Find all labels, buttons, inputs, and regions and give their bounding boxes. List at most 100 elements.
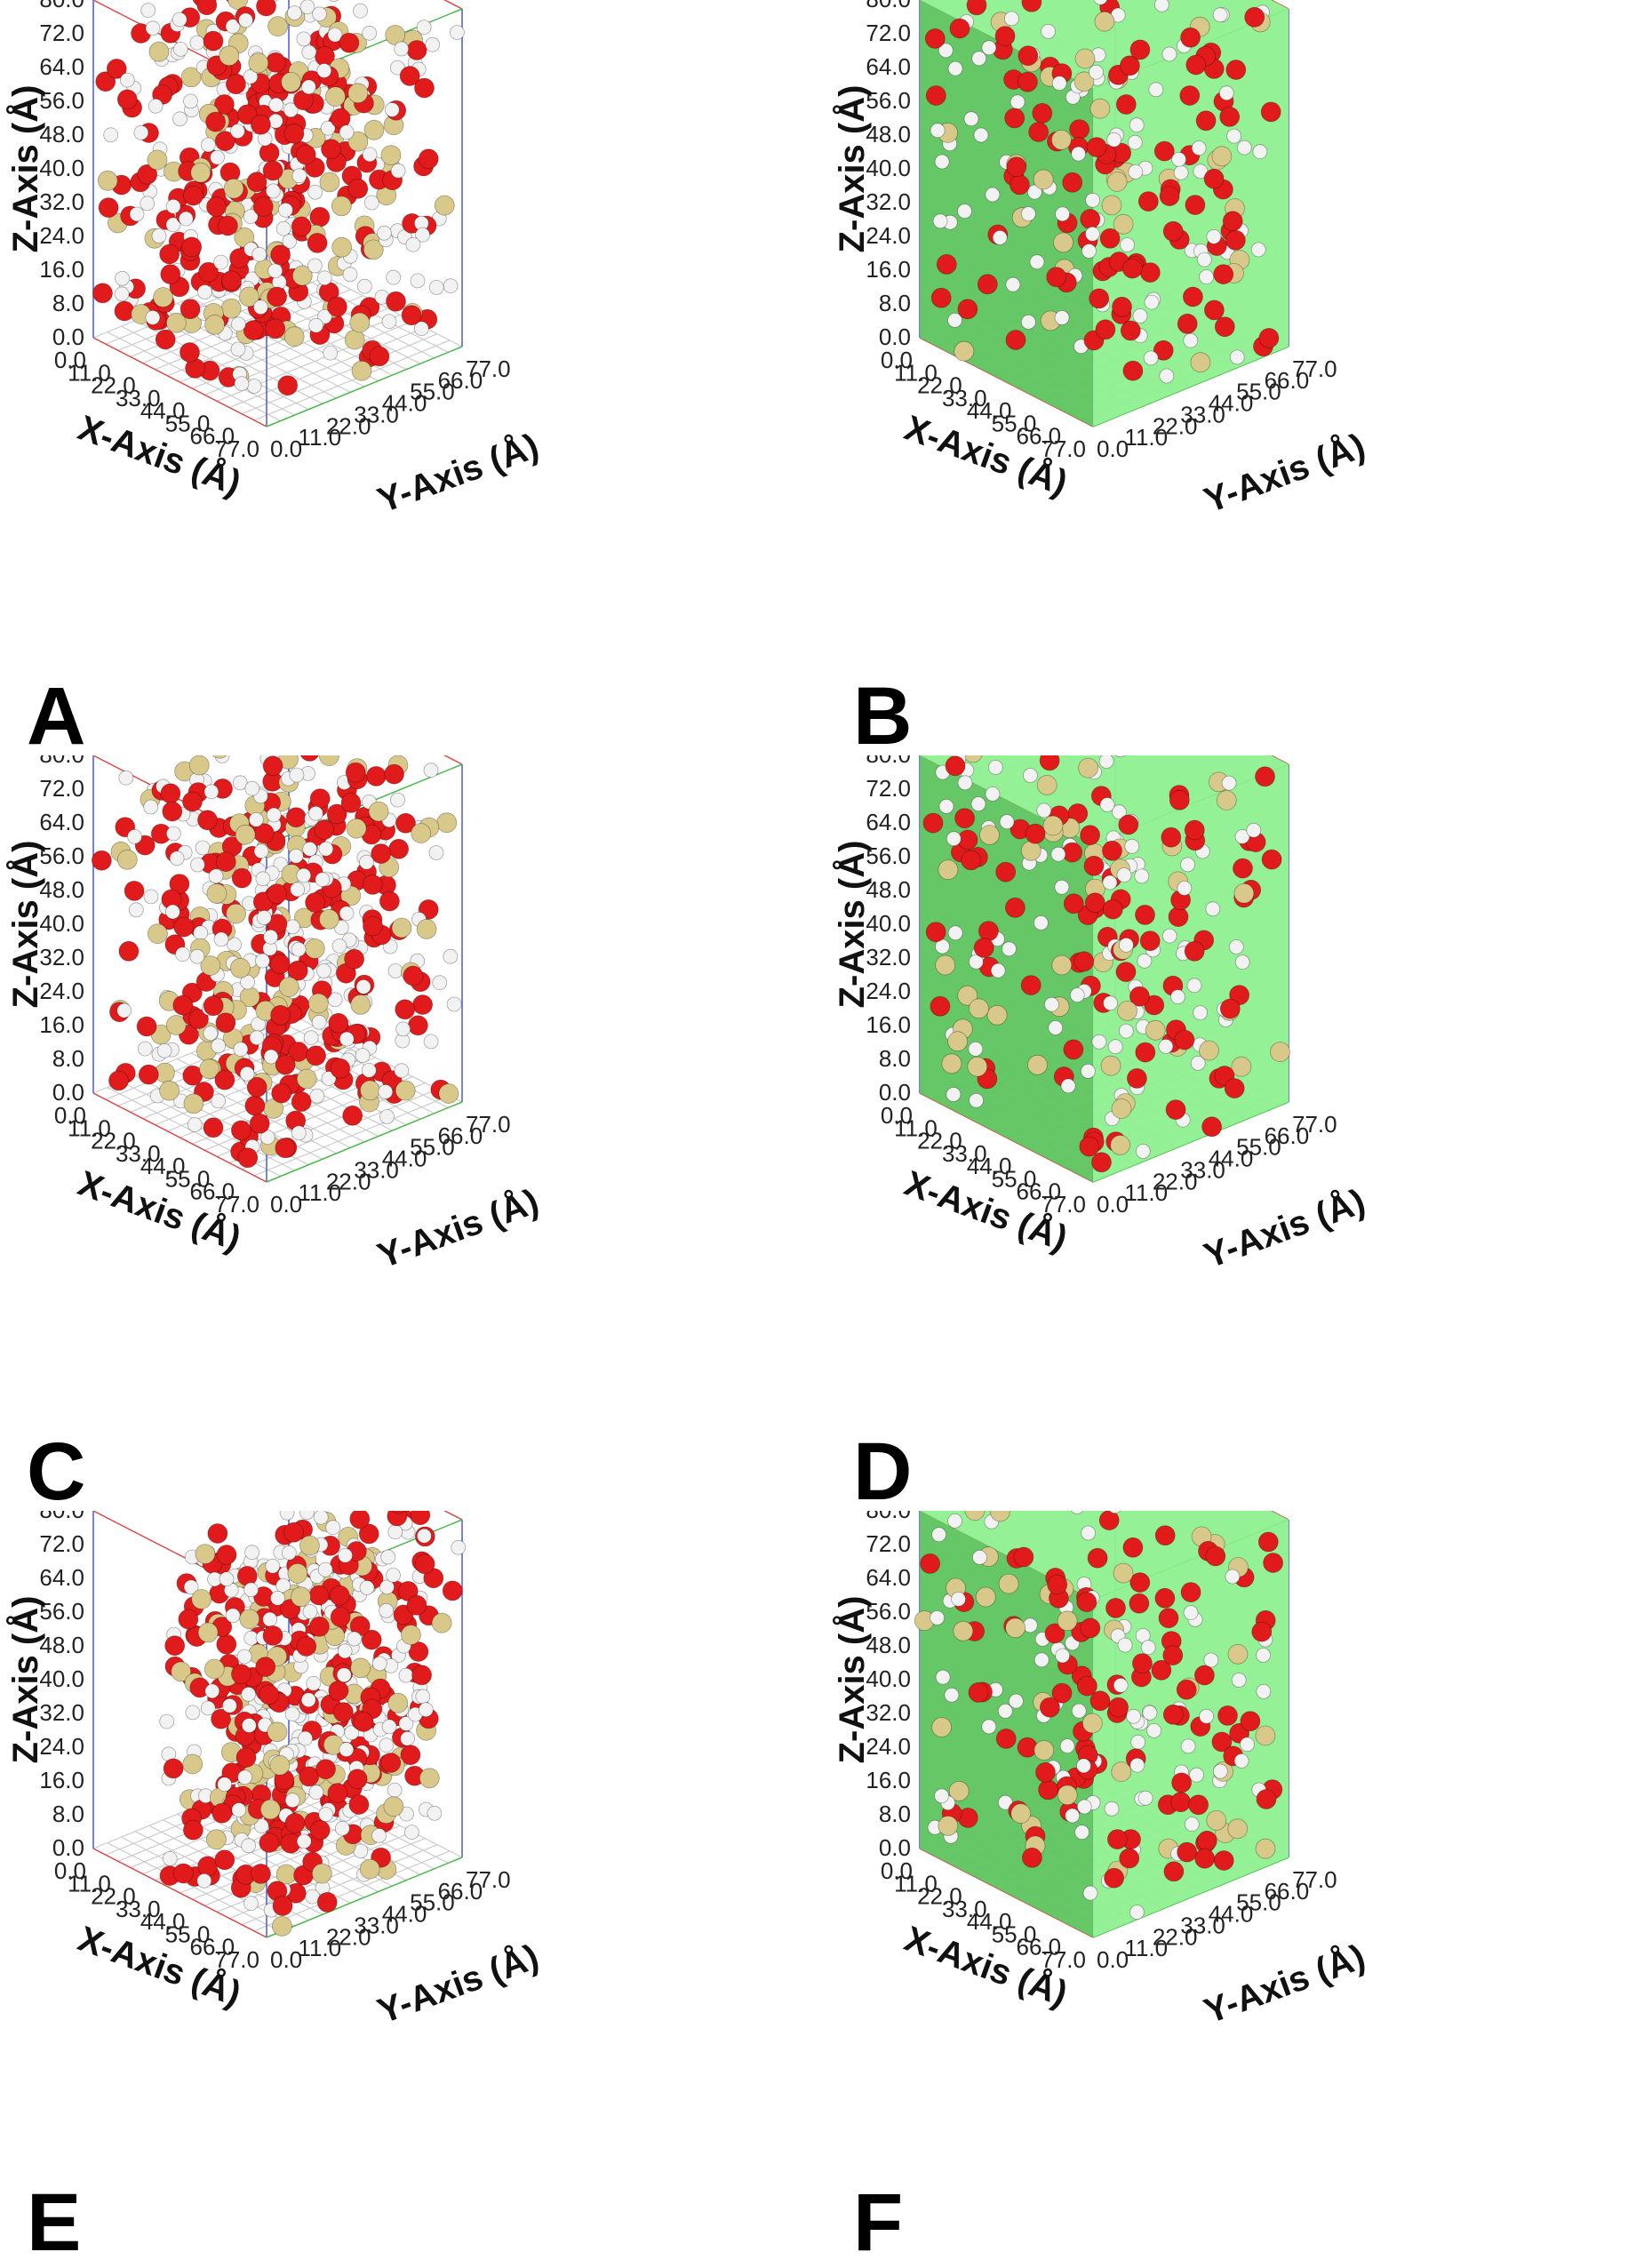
atom	[333, 920, 349, 936]
z-ticks: 0.0 8.0 16.0 24.0 32.0 40.0 48.0 56.0 64.0 72.0 80…	[866, 0, 911, 350]
atom	[237, 1147, 259, 1169]
atom	[387, 1782, 403, 1798]
atom	[206, 196, 227, 218]
y-tick-label: 77.0	[1292, 1866, 1337, 1893]
atom	[334, 1820, 350, 1836]
z-tick-label: 72.0	[866, 20, 911, 46]
cube-edge	[92, 1848, 267, 1938]
atom	[1076, 1592, 1097, 1612]
atom	[169, 850, 185, 866]
atom	[1148, 82, 1164, 98]
atom	[1128, 164, 1144, 180]
atom	[1201, 1116, 1223, 1138]
atom	[308, 317, 324, 333]
x-tick-label: 22.0	[91, 372, 136, 399]
atom	[296, 1833, 312, 1849]
atom	[318, 841, 334, 857]
atom	[946, 831, 962, 847]
atom	[995, 1728, 1017, 1749]
atom	[225, 74, 246, 95]
atom	[1106, 132, 1122, 148]
atom	[1179, 85, 1201, 106]
atom	[291, 216, 312, 237]
x-tick-label: 11.0	[68, 1870, 111, 1897]
cube-edge	[92, 1092, 267, 1183]
atom	[386, 291, 406, 312]
atom	[1017, 1737, 1038, 1758]
x-tick-label: 11.0	[894, 1870, 938, 1897]
atom	[1005, 276, 1021, 292]
atom	[1109, 1511, 1121, 1514]
atom	[304, 938, 325, 959]
atom	[1143, 350, 1159, 366]
atom	[287, 1563, 308, 1584]
atom	[1111, 1098, 1132, 1119]
atom	[344, 948, 365, 970]
x-tick-label: 44.0	[140, 397, 186, 424]
z-tick-label: 24.0	[866, 978, 911, 1004]
y-tick-label: 0.0	[1097, 1946, 1129, 1973]
atom	[1129, 1757, 1145, 1773]
atom	[934, 154, 950, 170]
x-tick-label: 55.0	[165, 1921, 211, 1947]
atom	[232, 775, 248, 791]
atom	[403, 1825, 419, 1841]
atom	[165, 198, 181, 214]
y-tick-label: 33.0	[1180, 1912, 1225, 1938]
x-tick-label: 44.0	[140, 1908, 186, 1935]
atom	[1180, 857, 1195, 873]
y-tick-label: 22.0	[1153, 412, 1198, 439]
atom	[446, 996, 462, 1012]
atom	[1046, 267, 1067, 288]
atom	[450, 25, 465, 40]
atom	[359, 1080, 380, 1101]
atom	[230, 1120, 251, 1141]
atom	[262, 160, 283, 181]
atom	[339, 32, 360, 53]
x-tick-label: 66.0	[190, 1178, 235, 1205]
atom	[275, 1138, 296, 1159]
atom	[309, 1819, 331, 1841]
x-tick-label: 22.0	[917, 1128, 962, 1154]
cube-edge	[92, 337, 267, 427]
atom	[1190, 1055, 1206, 1071]
atom	[997, 1794, 1013, 1810]
atom	[935, 938, 950, 954]
atom	[291, 1586, 311, 1608]
atom	[182, 1819, 204, 1841]
atom	[275, 1054, 296, 1075]
atom	[230, 1664, 251, 1685]
atom	[413, 321, 429, 337]
atom	[1026, 184, 1042, 200]
atom	[172, 994, 194, 1016]
atom	[1158, 1038, 1174, 1054]
atom	[1213, 264, 1234, 285]
atom	[1018, 45, 1039, 67]
atom	[353, 3, 368, 19]
atom	[1004, 108, 1026, 129]
atom	[371, 843, 392, 864]
atom	[407, 1015, 428, 1036]
atom	[949, 18, 970, 39]
atom	[137, 164, 158, 185]
atom	[400, 1745, 421, 1766]
atom	[309, 206, 331, 228]
atom	[211, 1802, 233, 1824]
y-tick-label: 44.0	[1209, 390, 1254, 417]
atom	[198, 261, 219, 283]
panel-b-scene: 0.0 8.0 16.0 24.0 32.0 40.0 48.0 56.0 64.0 72.0 80…	[832, 0, 1370, 521]
atom	[1009, 174, 1030, 196]
y-tick-label: 11.0	[298, 1179, 341, 1206]
atom	[1158, 1608, 1179, 1629]
atom	[1189, 1767, 1204, 1783]
atom	[299, 0, 315, 15]
z-axis-title: Z-Axis (Å)	[5, 841, 45, 1009]
x-tick-label: 33.0	[116, 385, 161, 411]
atom	[259, 1799, 281, 1820]
atom	[363, 119, 385, 140]
atom	[230, 341, 246, 357]
atom	[1195, 110, 1217, 132]
atom	[143, 799, 159, 815]
atom	[359, 854, 374, 870]
z-tick-label: 64.0	[39, 1564, 84, 1591]
